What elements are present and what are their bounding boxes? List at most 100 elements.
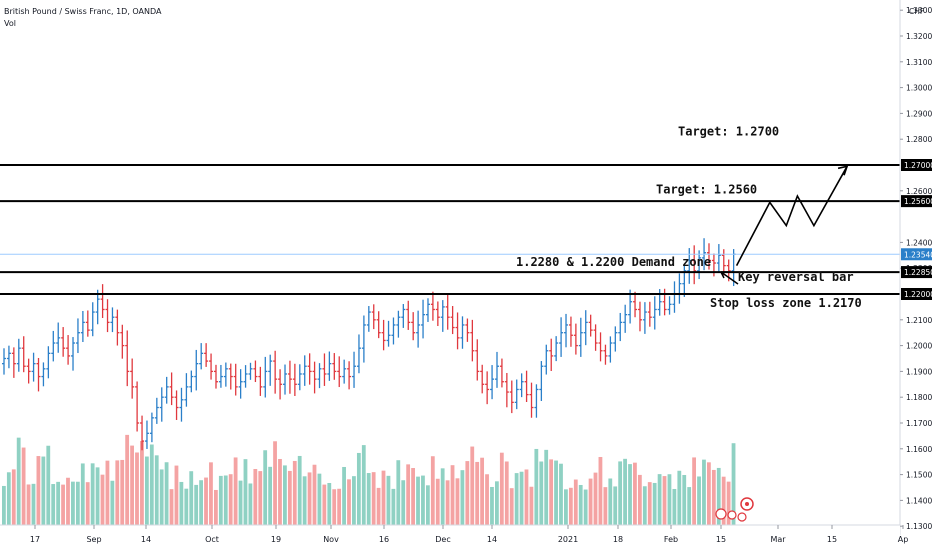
ohlc-bar xyxy=(376,311,381,339)
volume-bar xyxy=(381,470,386,525)
ohlc-bar xyxy=(307,353,312,385)
time-tick-label: Ap xyxy=(898,535,909,544)
annotation-label: 1.2280 & 1.2200 Demand zone xyxy=(516,255,711,269)
ohlc-bar xyxy=(445,293,450,330)
ohlc-bar xyxy=(258,366,263,396)
ohlc-bar xyxy=(495,351,499,388)
ohlc-bar xyxy=(21,336,26,373)
price-tick-label: 1.30000 xyxy=(906,84,932,93)
volume-bar xyxy=(26,484,31,525)
ohlc-bar xyxy=(302,355,307,386)
ohlc-bar xyxy=(603,344,608,365)
volume-bar xyxy=(425,485,430,525)
volume-bar xyxy=(642,486,647,525)
ohlc-bar xyxy=(416,310,421,348)
ohlc-bar xyxy=(209,353,214,380)
ohlc-bar xyxy=(588,314,593,337)
ohlc-bar xyxy=(174,390,179,420)
volume-bars xyxy=(2,434,736,525)
ohlc-bar xyxy=(450,306,455,335)
time-tick-label: Feb xyxy=(664,535,678,544)
volume-bar xyxy=(159,469,164,525)
ohlc-bar xyxy=(164,376,169,404)
volume-bar xyxy=(179,481,184,525)
volume-bar xyxy=(554,460,558,525)
volume-bar xyxy=(406,464,411,525)
volume-bar xyxy=(519,471,524,525)
ohlc-bar xyxy=(243,365,248,388)
volume-bar xyxy=(396,460,401,525)
volume-bar xyxy=(194,484,199,525)
time-axis-background[interactable] xyxy=(0,525,900,550)
volume-bar xyxy=(268,466,273,525)
ohlc-bar xyxy=(435,301,440,327)
ohlc-bar xyxy=(642,302,647,334)
ohlc-bar xyxy=(440,300,445,332)
ohlc-bar xyxy=(228,363,233,390)
volume-bar xyxy=(243,459,248,525)
ohlc-bar xyxy=(105,299,110,333)
ohlc-bar xyxy=(534,384,539,418)
ohlc-bar xyxy=(100,284,105,318)
ohlc-bar xyxy=(199,343,204,370)
volume-bar xyxy=(273,441,277,525)
volume-bar xyxy=(608,478,613,525)
volume-bar xyxy=(376,487,381,525)
level-price-tag: 1.22000 xyxy=(901,288,932,300)
price-tick-label: 1.13000 xyxy=(906,522,932,531)
volume-bar xyxy=(2,485,6,525)
ohlc-bar xyxy=(80,310,85,343)
ohlc-bar xyxy=(352,351,357,388)
time-tick-label: Nov xyxy=(323,535,339,544)
ohlc-bar xyxy=(455,312,460,350)
volume-bar xyxy=(263,450,268,525)
volume-bar xyxy=(544,449,549,525)
price-tick-label: 1.21000 xyxy=(906,316,932,325)
ohlc-bar xyxy=(75,318,80,354)
svg-text:1.27000: 1.27000 xyxy=(904,161,932,170)
volume-bar xyxy=(731,443,736,525)
volume-bar xyxy=(16,437,21,525)
price-tick-label: 1.15000 xyxy=(906,471,932,480)
horizontal-levels[interactable] xyxy=(0,164,900,295)
ohlc-bar xyxy=(347,361,352,390)
price-tick-label: 1.17000 xyxy=(906,419,932,428)
volume-bar xyxy=(164,462,169,525)
volume-bar xyxy=(140,440,144,525)
volume-bar xyxy=(667,474,672,525)
ohlc-bar xyxy=(430,291,435,321)
volume-bar xyxy=(490,486,494,525)
price-tick-label: 1.19000 xyxy=(906,367,932,376)
volume-bar xyxy=(628,464,632,525)
ohlc-bar xyxy=(593,324,598,351)
volume-bar xyxy=(455,478,460,525)
volume-bar xyxy=(721,476,726,525)
volume-bar xyxy=(327,482,332,525)
volume-bar xyxy=(105,460,110,525)
ohlc-bar xyxy=(480,364,485,394)
volume-bar xyxy=(51,484,56,525)
ohlc-bar xyxy=(519,373,524,398)
ohlc-bar xyxy=(273,350,278,394)
volume-bar xyxy=(401,480,406,525)
volume-bar xyxy=(539,461,544,525)
ohlc-bar xyxy=(371,304,376,330)
ohlc-bar xyxy=(396,310,401,338)
volume-bar xyxy=(559,463,563,525)
time-axis[interactable]: 17 Sep 14 Oct 19 Nov 16 Dec 14 2021 18 Feb 15 Mar 15 Ap xyxy=(30,525,908,544)
volume-bar xyxy=(485,474,489,525)
ohlc-bar xyxy=(514,379,519,410)
event-marker-icon xyxy=(727,510,737,520)
ohlc-bar xyxy=(332,353,337,380)
volume-bar xyxy=(95,467,100,525)
ohlc-bar xyxy=(544,344,549,375)
ohlc-bar xyxy=(184,373,189,407)
ohlc-bar xyxy=(268,354,273,386)
volume-bar xyxy=(302,476,307,525)
ohlc-bar xyxy=(327,351,332,381)
ohlc-bar xyxy=(716,244,721,272)
volume-bar xyxy=(6,472,11,525)
time-tick-label: Mar xyxy=(770,535,786,544)
volume-bar xyxy=(209,462,213,525)
